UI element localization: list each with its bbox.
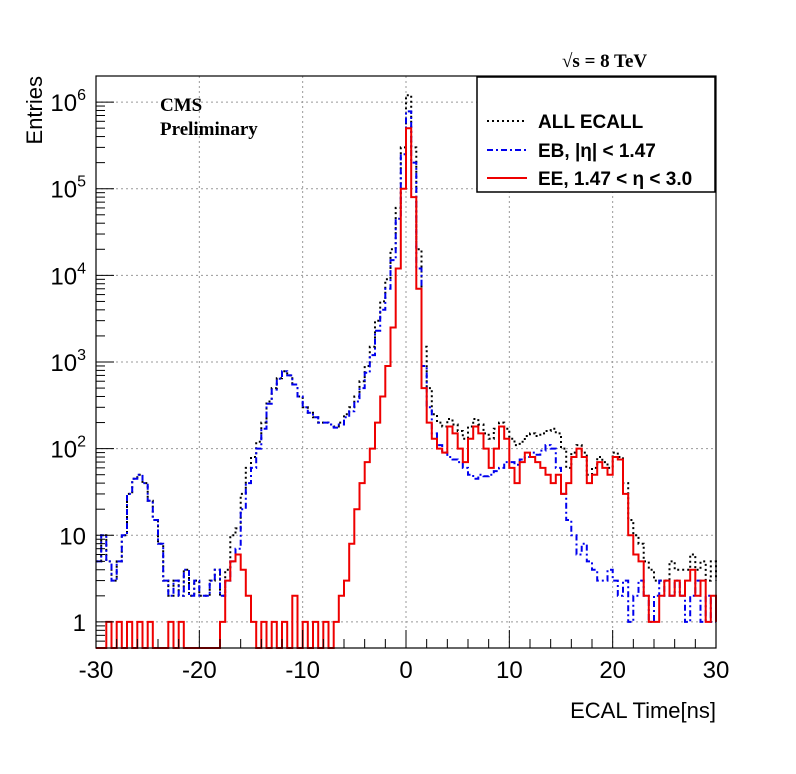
y-tick-base: 10 [59,523,86,550]
y-tick-base: 10 [50,350,77,377]
y-tick-label: 106 [50,87,86,117]
x-tick-label: -20 [182,657,217,684]
x-tick-label: 0 [399,657,412,684]
y-tick-exponent: 3 [77,347,86,364]
x-tick-label: -30 [79,657,114,684]
y-tick-label: 1 [73,610,86,637]
y-tick-exponent: 5 [77,174,86,191]
x-tick-label: -10 [285,657,320,684]
y-tick-label: 105 [50,174,86,204]
y-tick-base: 10 [50,177,77,204]
legend-label-all: ALL ECALL [538,112,644,133]
x-axis-title: ECAL Time[ns] [570,698,716,723]
y-tick-label: 103 [50,347,86,377]
cms-label: CMS [160,95,202,116]
energy-label: √s = 8 TeV [562,51,647,72]
series-layer [96,94,717,649]
x-tick-label: 10 [496,657,523,684]
legend-label-ee: EE, 1.47 < η < 3.0 [538,169,692,190]
axis-ticks [95,75,717,649]
y-tick-base: 1 [73,610,86,637]
legend-box [476,76,716,193]
y-tick-exponent: 4 [77,260,86,277]
y-tick-label: 104 [50,260,86,290]
y-tick-exponent: 2 [77,434,86,451]
x-tick-label: 20 [599,657,626,684]
y-tick-base: 10 [50,90,77,117]
y-tick-base: 10 [50,437,77,464]
y-tick-base: 10 [50,263,77,290]
y-axis-title: Entries [22,76,47,144]
preliminary-label: Preliminary [160,119,258,140]
y-tick-label: 10 [59,523,86,550]
legend-label-eb: EB, |η| < 1.47 [538,141,656,162]
series-line-eb [96,110,716,623]
x-tick-label: 30 [703,657,730,684]
y-tick-exponent: 6 [77,87,86,104]
y-tick-label: 102 [50,434,86,464]
legend: ALL ECALL EB, |η| < 1.47 EE, 1.47 < η < … [476,76,716,193]
series-line-ee [96,127,717,649]
